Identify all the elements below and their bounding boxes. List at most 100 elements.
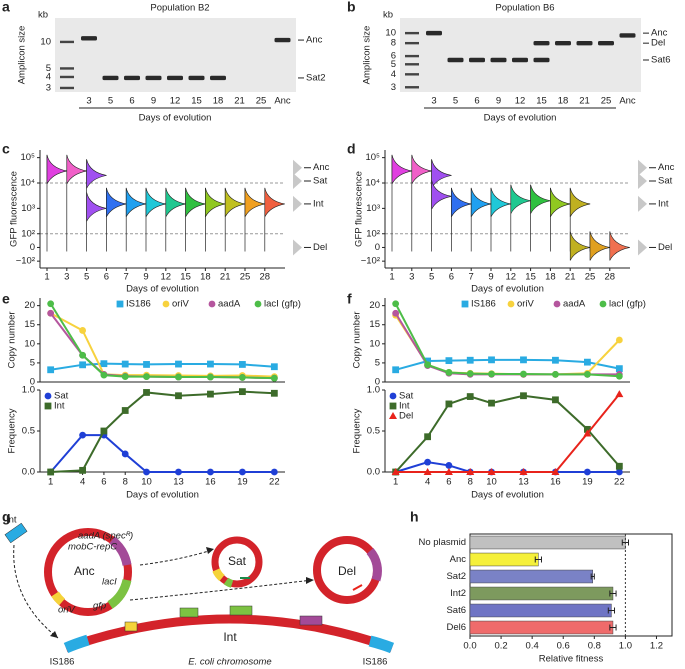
diagram-label: Int (223, 630, 237, 644)
arrow-head (206, 547, 214, 554)
data-point (444, 468, 453, 475)
x-tick-label: 0.4 (526, 641, 539, 652)
band-label: Sat6 (651, 55, 671, 66)
violin (411, 154, 432, 185)
data-point (552, 396, 559, 404)
data-point (424, 361, 432, 369)
band (533, 40, 550, 46)
violin (165, 187, 186, 218)
gel-unit: kb (383, 10, 393, 21)
int-aada (299, 615, 323, 626)
data-point (583, 358, 591, 366)
state-density (293, 195, 302, 212)
legend-marker (389, 392, 397, 400)
band (167, 75, 183, 81)
diagram-label: oriV (58, 605, 77, 616)
x-tick-label: 6 (449, 272, 454, 283)
category-label: Del6 (446, 622, 466, 633)
y-axis-label: Amplicon size (362, 26, 373, 85)
data-point (79, 431, 87, 439)
lane-label: 18 (558, 96, 569, 107)
violin (510, 184, 531, 214)
y-tick-label: 10 (385, 28, 396, 39)
x-axis-label: Days of evolution (126, 490, 199, 501)
diagram-label: IS186 (363, 657, 388, 668)
data-point (121, 373, 129, 381)
legend-label: Del (399, 411, 413, 422)
x-tick-label: 22 (269, 477, 280, 488)
data-point (175, 468, 182, 476)
ladder-band (405, 54, 419, 58)
x-tick-label: 6 (101, 477, 106, 488)
x-tick-label: 1.0 (619, 641, 632, 652)
bar (469, 552, 539, 567)
x-axis-label: Days of evolution (126, 284, 199, 295)
data-point (520, 370, 527, 378)
legend-marker (389, 402, 397, 410)
data-point (424, 458, 432, 466)
band (274, 37, 291, 43)
arrow-head (306, 577, 314, 584)
data-point (466, 468, 475, 475)
laci-gene (107, 578, 132, 609)
legend-label: Int (399, 401, 410, 412)
x-tick-label: 16 (205, 477, 216, 488)
lane-label: 12 (170, 96, 181, 107)
state-density (293, 172, 302, 189)
state-density (293, 159, 302, 176)
legend-marker (461, 300, 469, 308)
diagram-label: gfp (93, 601, 106, 612)
data-point (519, 468, 528, 475)
series-line (49, 312, 275, 380)
band (210, 75, 226, 81)
violin (530, 184, 551, 214)
data-point (392, 309, 400, 317)
data-point (615, 336, 623, 344)
data-point (47, 468, 55, 476)
x-tick-label: 7 (124, 272, 129, 283)
band (447, 57, 464, 63)
band (533, 57, 550, 63)
x-tick-label: 15 (180, 272, 191, 283)
ladder-band (60, 86, 74, 90)
y-tick-label: 0.0 (367, 467, 380, 478)
anc-plasmid (44, 528, 132, 616)
state-label: Sat (658, 176, 673, 187)
data-point (583, 468, 591, 476)
data-point (552, 370, 559, 378)
error-bar (607, 607, 616, 614)
legend-marker (507, 300, 515, 308)
legend-marker (44, 402, 52, 410)
lane-label: 6 (474, 96, 479, 107)
data-point (583, 429, 592, 437)
legend-label: oriV (517, 299, 535, 310)
ladder-band (60, 67, 74, 70)
lane-label: 21 (579, 96, 590, 107)
lane-label: Anc (619, 96, 636, 107)
data-point (520, 392, 527, 400)
state-density (293, 239, 302, 256)
band-label: Anc (651, 28, 668, 39)
chromosome (64, 614, 394, 653)
y-tick-label: 0 (30, 377, 35, 388)
violin (244, 187, 266, 218)
data-point (615, 365, 623, 373)
data-point (488, 399, 495, 407)
data-point (207, 468, 214, 476)
data-point (270, 374, 278, 382)
is-left (63, 634, 90, 654)
y-tick-label: 10 (369, 338, 380, 349)
y-tick-label: 0.5 (367, 426, 380, 437)
y-tick-label: 0.5 (22, 426, 35, 437)
arrow (139, 549, 213, 566)
panel-label: c (2, 141, 10, 157)
legend-label: IS186 (126, 299, 151, 310)
y-tick-label: 5 (391, 59, 396, 70)
series-line (50, 390, 275, 473)
x-tick-label: 21 (565, 272, 576, 283)
data-point (392, 300, 400, 308)
legend-marker (254, 300, 262, 308)
violin (431, 159, 452, 189)
gel-unit: kb (38, 10, 48, 21)
arrow-head (50, 631, 58, 638)
